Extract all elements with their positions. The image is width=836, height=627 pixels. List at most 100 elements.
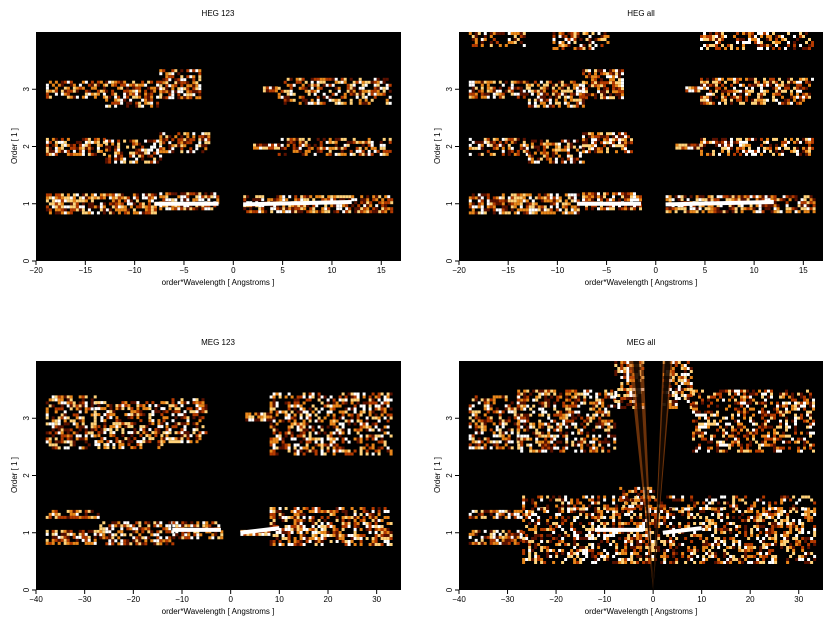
heat-cell [335, 507, 339, 510]
heat-cell [350, 507, 354, 510]
heat-cell [118, 425, 122, 429]
heat-cell [501, 211, 505, 215]
heat-cell [165, 195, 169, 199]
heat-cell [54, 80, 58, 84]
heat-cell [374, 422, 378, 426]
heat-cell [48, 512, 52, 516]
heat-cell [159, 80, 163, 84]
heat-cell [198, 135, 202, 139]
heat-cell [711, 513, 715, 516]
heat-cell [492, 205, 496, 209]
heat-cell [492, 541, 496, 545]
heat-cell [687, 516, 691, 519]
heat-cell [245, 418, 249, 422]
heat-cell [546, 199, 550, 203]
heat-cell [328, 152, 332, 156]
heat-cell [739, 83, 742, 87]
heat-cell [293, 516, 297, 519]
heat-cell [516, 211, 520, 215]
heat-cell [793, 44, 796, 47]
heat-cell [150, 196, 154, 200]
heat-cell [97, 440, 101, 444]
heat-cell [111, 89, 115, 93]
heat-cell [492, 86, 496, 90]
heat-cell [60, 434, 64, 438]
heat-cell [272, 540, 276, 543]
heat-cell [90, 401, 94, 405]
heat-cell [337, 146, 341, 150]
heat-cell [133, 431, 137, 435]
heat-cell [309, 195, 313, 199]
heat-cell [69, 202, 73, 206]
heat-cell [201, 138, 205, 142]
heat-cell [94, 401, 98, 405]
heat-cell [338, 534, 342, 537]
heat-cell [356, 392, 360, 396]
heat-cell [483, 137, 487, 141]
heat-cell [168, 207, 172, 211]
heat-cell [536, 157, 540, 161]
heat-cell [773, 204, 777, 208]
heat-cell [534, 196, 538, 200]
heat-cell [771, 513, 775, 516]
heat-cell [248, 418, 252, 422]
heat-cell [327, 207, 331, 211]
heat-cell [165, 198, 169, 202]
heat-cell [597, 135, 600, 139]
heat-cell [81, 143, 85, 147]
heat-cell [272, 452, 276, 456]
heat-cell [72, 440, 76, 444]
heat-cell [477, 202, 481, 206]
heat-cell [591, 81, 594, 85]
heat-cell [299, 528, 303, 531]
heat-cell [269, 425, 273, 429]
heat-cell [275, 537, 279, 540]
heat-cell [350, 416, 354, 420]
heat-cell [365, 428, 369, 432]
heat-cell [195, 398, 199, 402]
heat-cell [302, 425, 306, 429]
heat-cell [198, 410, 202, 414]
heat-cell [764, 198, 768, 202]
heat-cell [154, 434, 158, 438]
heat-cell [165, 78, 169, 82]
heat-cell [612, 198, 615, 202]
heat-cell [96, 515, 100, 519]
heat-cell [335, 404, 339, 408]
heat-cell [519, 143, 523, 147]
heat-cell [561, 47, 565, 50]
heat-cell [386, 413, 390, 417]
heat-cell [66, 398, 70, 402]
heat-cell [144, 101, 148, 105]
heat-cell [96, 146, 100, 150]
heat-cell [192, 81, 196, 85]
heat-cell [763, 80, 766, 84]
heat-cell [281, 531, 285, 534]
heat-cell [585, 38, 589, 41]
heat-cell [569, 154, 573, 158]
heat-cell [180, 204, 184, 208]
heat-cell [724, 47, 727, 50]
heat-cell [94, 428, 98, 432]
heat-cell [519, 196, 523, 200]
heat-cell [171, 398, 175, 402]
heat-cell [60, 196, 64, 200]
heat-cell [269, 401, 273, 405]
heat-cell [135, 199, 139, 203]
heat-cell [90, 86, 94, 90]
heat-cell [588, 195, 591, 199]
band-order-2 [277, 137, 392, 156]
heat-cell [299, 407, 303, 411]
heat-cell [718, 143, 721, 147]
heat-cell [114, 199, 118, 203]
heat-cell [115, 437, 119, 441]
heat-cell [597, 69, 600, 73]
heat-cell [63, 208, 67, 212]
heat-cell [558, 41, 562, 44]
heat-cell [162, 440, 166, 444]
heat-cell [332, 401, 336, 405]
heat-cell [492, 95, 496, 99]
heat-cell [474, 146, 478, 150]
heat-cell [111, 139, 115, 143]
